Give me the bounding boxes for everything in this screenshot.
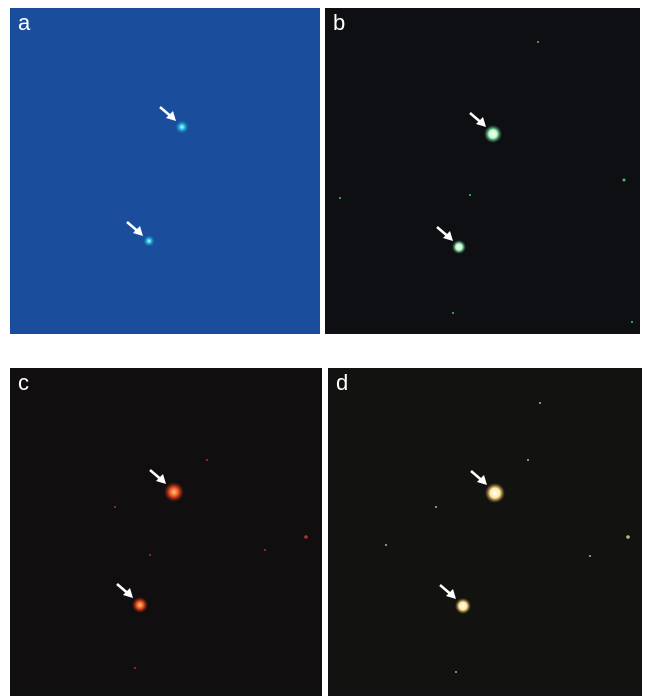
page: a b c d (() => [0, 0, 646, 696]
panel-label: a [18, 10, 31, 35]
panel-label: c [18, 370, 29, 395]
panel: d [328, 368, 642, 696]
panel-label: d [336, 370, 348, 395]
panel: c [10, 368, 322, 696]
figure: a b c d [0, 0, 646, 696]
panel: a [10, 8, 320, 334]
panel-label: b [333, 10, 345, 35]
panel: b [325, 8, 640, 334]
